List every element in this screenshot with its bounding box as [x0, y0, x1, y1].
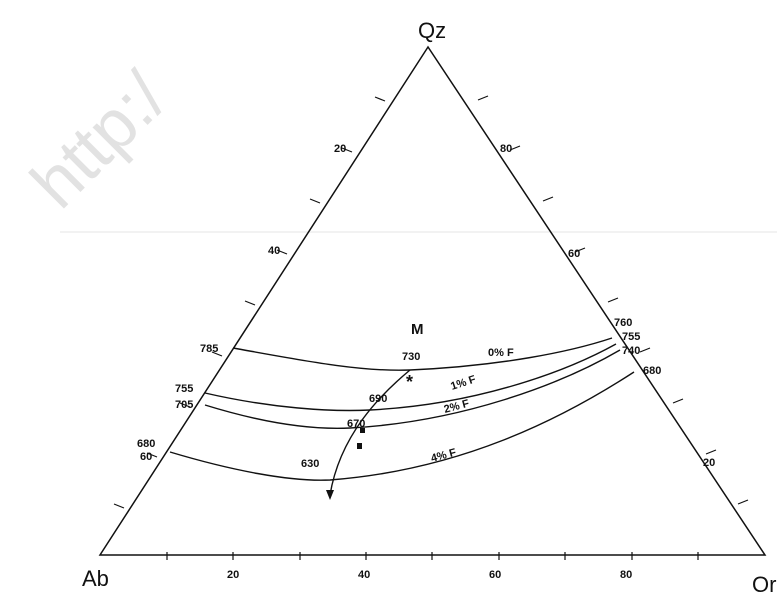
edge-label: 60 — [489, 569, 501, 581]
temperature-label: 785 — [200, 343, 218, 355]
temperature-label: 740 — [622, 345, 640, 357]
watermark: http:/ — [16, 57, 182, 223]
temperature-label: 690 — [369, 393, 387, 405]
cotectic-line — [329, 369, 411, 496]
edge-label: 20 — [334, 143, 346, 155]
edge-label: 20 — [703, 457, 715, 469]
sample-point — [360, 428, 365, 433]
temperature-label: 755 — [175, 383, 193, 395]
edge-label: 60 — [568, 248, 580, 260]
edge-label: 20 — [227, 569, 239, 581]
isotherm-0 — [232, 337, 613, 371]
edge-label: 40 — [358, 569, 370, 581]
isotherm-2 — [204, 349, 621, 429]
isotherm-4 — [169, 371, 635, 481]
vertex-label: Qz — [418, 18, 446, 43]
isotherm-label: 4% F — [430, 447, 458, 465]
temperature-label: 760 — [614, 317, 632, 329]
edge-label: 60 — [140, 451, 152, 463]
triangle — [98, 45, 767, 556]
vertex-label: Or — [752, 572, 776, 594]
sample-point — [357, 443, 362, 449]
isotherm-label: 0% F — [488, 347, 514, 359]
temperature-label: 680 — [137, 438, 155, 450]
arrow-head — [326, 490, 334, 500]
temperature-label: 705 — [175, 399, 193, 411]
edge-label: 80 — [500, 143, 512, 155]
temperature-label: 680 — [643, 365, 661, 377]
temperature-label: 670 — [347, 418, 365, 430]
vertex-label: Ab — [82, 566, 109, 591]
edge-label: 40 — [268, 245, 280, 257]
temperature-label: 630 — [301, 458, 319, 470]
asterisk: * — [406, 372, 413, 392]
isotherm-1 — [204, 343, 617, 412]
temperature-label: 755 — [622, 331, 640, 343]
isotherm-label: 1% F — [449, 373, 477, 392]
point-label: M — [411, 321, 424, 338]
temperature-label: 730 — [402, 351, 420, 363]
edge-ticks — [113, 95, 749, 560]
edge-label: 80 — [620, 569, 632, 581]
